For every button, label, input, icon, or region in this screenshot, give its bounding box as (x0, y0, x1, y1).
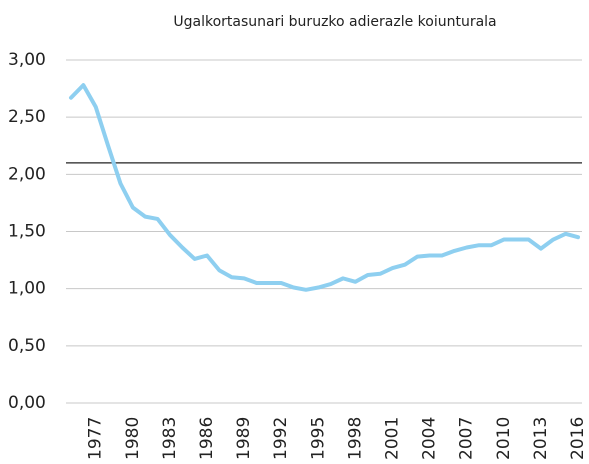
x-tick-label: 2013 (531, 417, 551, 460)
x-tick-label: 2004 (420, 417, 440, 460)
x-tick-label: 1989 (234, 417, 254, 460)
x-tick-label: 2010 (494, 417, 514, 460)
line-series (69, 83, 580, 292)
x-tick-label: 2016 (568, 417, 588, 460)
x-tick-label: 1980 (123, 417, 143, 460)
chart-title: Ugalkortasunari buruzko adierazle koiunt… (173, 14, 496, 30)
x-tick-label: 1995 (308, 417, 328, 460)
y-tick-label: 2,00 (8, 164, 46, 184)
y-tick-label: 1,50 (8, 222, 46, 242)
y-tick-label: 0,50 (8, 336, 46, 356)
y-tick-label: 0,00 (8, 393, 46, 413)
y-tick-label: 3,00 (8, 50, 46, 70)
y-tick-label: 2,50 (8, 107, 46, 127)
x-tick-label: 1977 (86, 417, 106, 460)
x-tick-label: 1998 (345, 417, 365, 460)
x-tick-label: 2007 (457, 417, 477, 460)
y-tick-label: 1,00 (8, 279, 46, 299)
x-tick-label: 2001 (383, 417, 403, 460)
x-tick-label: 1983 (160, 417, 180, 460)
x-tick-label: 1986 (197, 417, 217, 460)
x-tick-label: 1992 (271, 417, 291, 460)
